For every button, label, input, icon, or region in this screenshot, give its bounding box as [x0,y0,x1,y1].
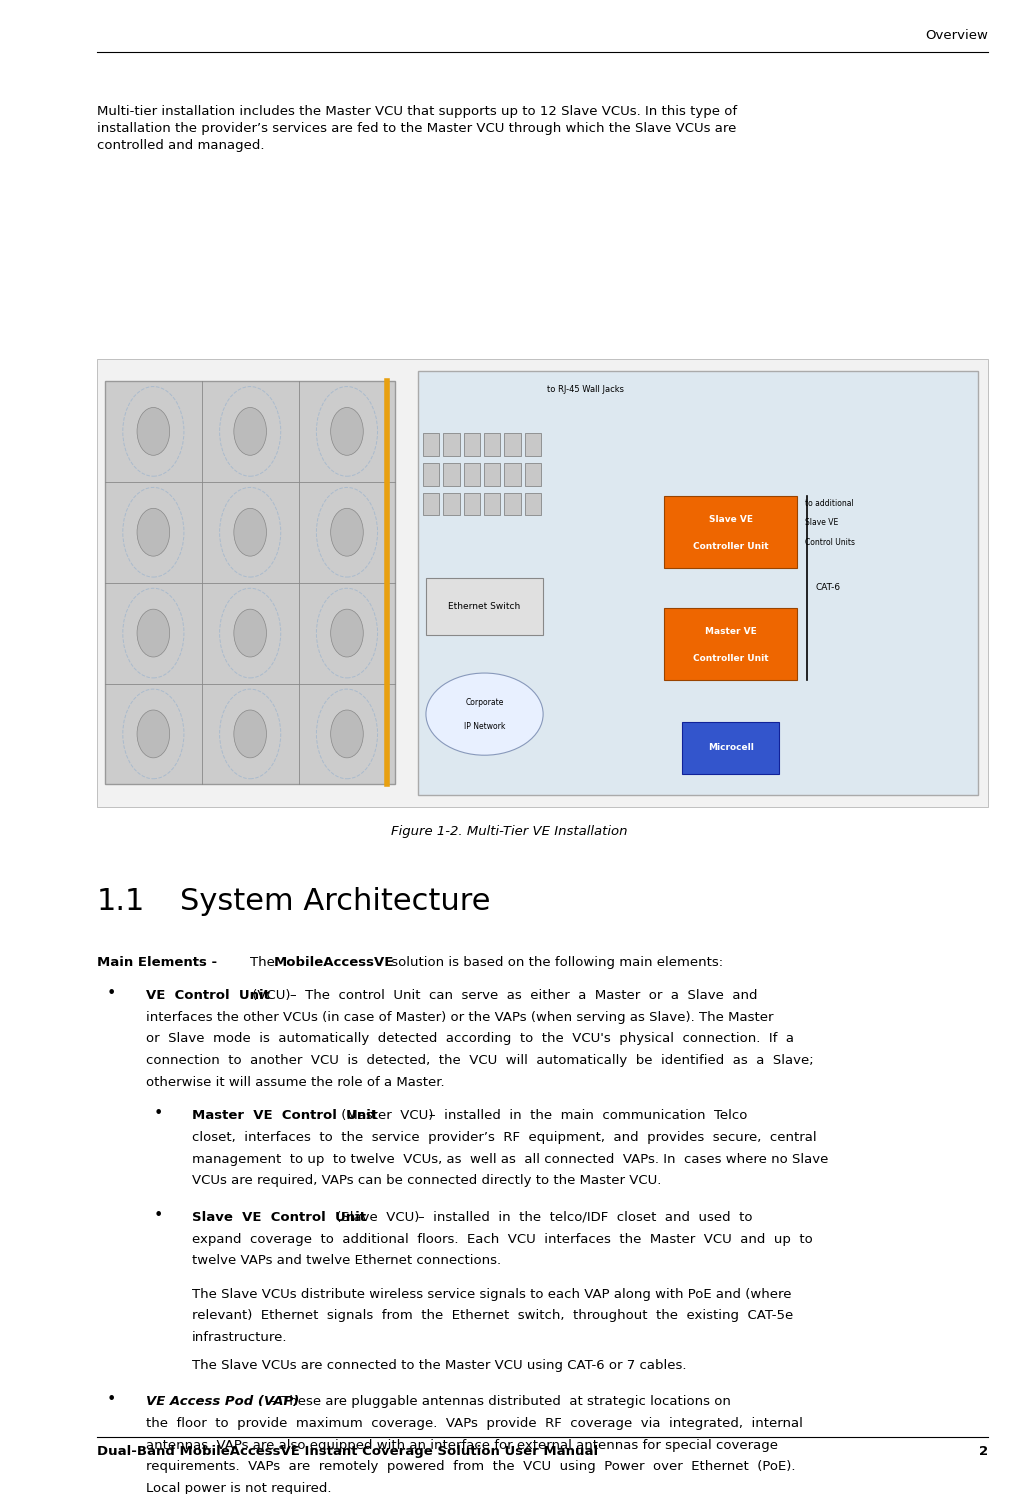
FancyBboxPatch shape [464,433,480,456]
Text: requirements.  VAPs  are  remotely  powered  from  the  VCU  using  Power  over : requirements. VAPs are remotely powered … [146,1461,795,1473]
Text: •: • [107,986,116,1001]
Text: Corporate: Corporate [466,698,503,707]
Text: Figure 1-2. Multi-Tier VE Installation: Figure 1-2. Multi-Tier VE Installation [391,825,628,838]
Circle shape [330,508,363,556]
FancyBboxPatch shape [664,608,797,680]
FancyBboxPatch shape [464,493,480,515]
Text: •: • [154,1106,163,1122]
Text: to RJ-45 Wall Jacks: to RJ-45 Wall Jacks [547,385,625,394]
Text: 2: 2 [979,1445,988,1458]
FancyBboxPatch shape [423,493,439,515]
Text: System Architecture: System Architecture [180,887,491,916]
Text: IP Network: IP Network [464,722,505,731]
Text: VE  Control  Unit: VE Control Unit [146,989,270,1002]
Circle shape [330,710,363,757]
FancyBboxPatch shape [443,493,460,515]
Text: expand  coverage  to  additional  floors.  Each  VCU  interfaces  the  Master  V: expand coverage to additional floors. Ea… [192,1233,812,1246]
Circle shape [137,408,169,456]
FancyBboxPatch shape [525,463,541,486]
Text: solution is based on the following main elements:: solution is based on the following main … [387,956,723,970]
Text: •: • [107,1392,116,1407]
Circle shape [330,610,363,657]
Text: infrastructure.: infrastructure. [192,1331,287,1345]
FancyBboxPatch shape [484,493,500,515]
Text: CAT-6: CAT-6 [815,583,841,593]
Text: Slave VE: Slave VE [805,518,839,527]
Text: Overview: Overview [925,28,988,42]
FancyBboxPatch shape [504,493,521,515]
Text: Local power is not required.: Local power is not required. [146,1482,331,1494]
FancyBboxPatch shape [105,381,395,784]
Text: Master  VE  Control  Unit: Master VE Control Unit [192,1109,377,1122]
Circle shape [233,408,267,456]
Text: Master VE: Master VE [705,627,756,636]
Text: closet,  interfaces  to  the  service  provider’s  RF  equipment,  and  provides: closet, interfaces to the service provid… [192,1131,816,1144]
Text: The Slave VCUs distribute wireless service signals to each VAP along with PoE an: The Slave VCUs distribute wireless servi… [192,1288,791,1301]
FancyBboxPatch shape [464,463,480,486]
Text: Dual-Band MobileAccessVE Instant Coverage Solution User Manual: Dual-Band MobileAccessVE Instant Coverag… [97,1445,598,1458]
Text: VCUs are required, VAPs can be connected directly to the Master VCU.: VCUs are required, VAPs can be connected… [192,1174,661,1188]
Text: antennas. VAPs are also equipped with an interface for external antennas for spe: antennas. VAPs are also equipped with an… [146,1439,777,1452]
Text: •: • [154,1207,163,1224]
Circle shape [137,610,169,657]
Circle shape [330,408,363,456]
Text: MobileAccessVE: MobileAccessVE [274,956,394,970]
FancyBboxPatch shape [418,371,978,795]
FancyBboxPatch shape [97,359,988,807]
Text: Controller Unit: Controller Unit [693,542,768,551]
FancyBboxPatch shape [664,496,797,568]
Text: The Slave VCUs are connected to the Master VCU using CAT-6 or 7 cables.: The Slave VCUs are connected to the Mast… [192,1360,686,1371]
Text: (Master  VCU): (Master VCU) [337,1109,438,1122]
Text: The: The [250,956,279,970]
FancyBboxPatch shape [443,433,460,456]
FancyBboxPatch shape [504,433,521,456]
Text: Slave VE: Slave VE [708,515,753,524]
Circle shape [137,508,169,556]
FancyBboxPatch shape [423,433,439,456]
Text: management  to up  to twelve  VCUs, as  well as  all connected  VAPs. In  cases : management to up to twelve VCUs, as well… [192,1153,828,1165]
Text: – These are pluggable antennas distributed  at strategic locations on: – These are pluggable antennas distribut… [266,1395,731,1409]
FancyBboxPatch shape [525,433,541,456]
FancyBboxPatch shape [683,722,779,774]
Text: VE Access Pod (VAP): VE Access Pod (VAP) [146,1395,299,1409]
Text: otherwise it will assume the role of a Master.: otherwise it will assume the role of a M… [146,1076,444,1089]
Text: –  The  control  Unit  can  serve  as  either  a  Master  or  a  Slave  and: – The control Unit can serve as either a… [290,989,758,1002]
Text: Multi-tier installation includes the Master VCU that supports up to 12 Slave VCU: Multi-tier installation includes the Mas… [97,105,737,151]
Text: Controller Unit: Controller Unit [693,654,768,663]
FancyBboxPatch shape [484,463,500,486]
Text: relevant)  Ethernet  signals  from  the  Ethernet  switch,  throughout  the  exi: relevant) Ethernet signals from the Ethe… [192,1309,793,1322]
FancyBboxPatch shape [443,463,460,486]
Text: interfaces the other VCUs (in case of Master) or the VAPs (when serving as Slave: interfaces the other VCUs (in case of Ma… [146,1010,773,1023]
Text: Slave  VE  Control  Unit: Slave VE Control Unit [192,1210,366,1224]
Text: –  installed  in  the  telco/IDF  closet  and  used  to: – installed in the telco/IDF closet and … [418,1210,752,1224]
Text: Control Units: Control Units [805,538,855,547]
Text: (Slave  VCU): (Slave VCU) [332,1210,424,1224]
FancyBboxPatch shape [426,578,543,635]
Circle shape [233,508,267,556]
FancyBboxPatch shape [504,463,521,486]
Text: Ethernet Switch: Ethernet Switch [448,602,521,611]
Text: to additional: to additional [805,499,854,508]
Text: Main Elements -: Main Elements - [97,956,221,970]
Circle shape [137,710,169,757]
Circle shape [233,610,267,657]
FancyBboxPatch shape [484,433,500,456]
Text: 1.1: 1.1 [97,887,145,916]
Text: or  Slave  mode  is  automatically  detected  according  to  the  VCU's  physica: or Slave mode is automatically detected … [146,1032,794,1046]
Text: twelve VAPs and twelve Ethernet connections.: twelve VAPs and twelve Ethernet connecti… [192,1255,500,1267]
Text: connection  to  another  VCU  is  detected,  the  VCU  will  automatically  be  : connection to another VCU is detected, t… [146,1055,813,1067]
Text: Microcell: Microcell [707,743,754,753]
FancyBboxPatch shape [525,493,541,515]
Text: (VCU): (VCU) [248,989,294,1002]
Circle shape [233,710,267,757]
Text: –  installed  in  the  main  communication  Telco: – installed in the main communication Te… [429,1109,747,1122]
Text: the  floor  to  provide  maximum  coverage.  VAPs  provide  RF  coverage  via  i: the floor to provide maximum coverage. V… [146,1416,803,1430]
Ellipse shape [426,672,543,756]
FancyBboxPatch shape [423,463,439,486]
